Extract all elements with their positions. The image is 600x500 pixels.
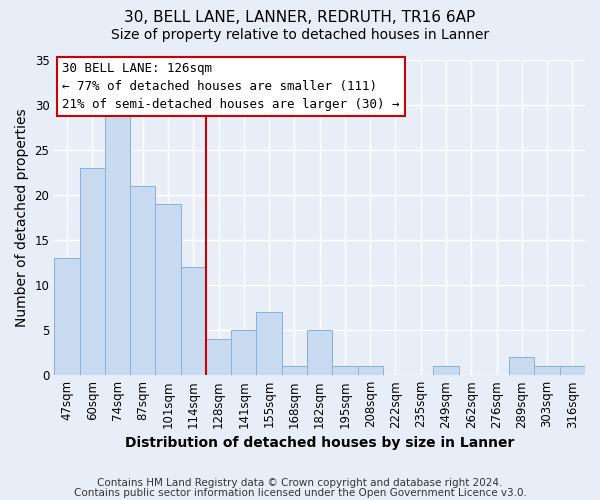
Bar [206,339,231,375]
Text: 30 BELL LANE: 126sqm
← 77% of detached houses are smaller (111)
21% of semi-deta: 30 BELL LANE: 126sqm ← 77% of detached h… [62,62,400,110]
Bar [130,186,155,375]
Bar [509,357,535,375]
Bar [54,258,80,375]
Bar [358,366,383,375]
Bar [332,366,358,375]
Text: 30, BELL LANE, LANNER, REDRUTH, TR16 6AP: 30, BELL LANE, LANNER, REDRUTH, TR16 6AP [124,10,476,25]
Bar [256,312,282,375]
Bar [80,168,105,375]
Text: Size of property relative to detached houses in Lanner: Size of property relative to detached ho… [111,28,489,42]
Bar [307,330,332,375]
Y-axis label: Number of detached properties: Number of detached properties [15,108,29,327]
Bar [433,366,458,375]
Bar [155,204,181,375]
Text: Contains public sector information licensed under the Open Government Licence v3: Contains public sector information licen… [74,488,526,498]
X-axis label: Distribution of detached houses by size in Lanner: Distribution of detached houses by size … [125,436,514,450]
Text: Contains HM Land Registry data © Crown copyright and database right 2024.: Contains HM Land Registry data © Crown c… [97,478,503,488]
Bar [231,330,256,375]
Bar [282,366,307,375]
Bar [105,114,130,375]
Bar [560,366,585,375]
Bar [181,267,206,375]
Bar [535,366,560,375]
